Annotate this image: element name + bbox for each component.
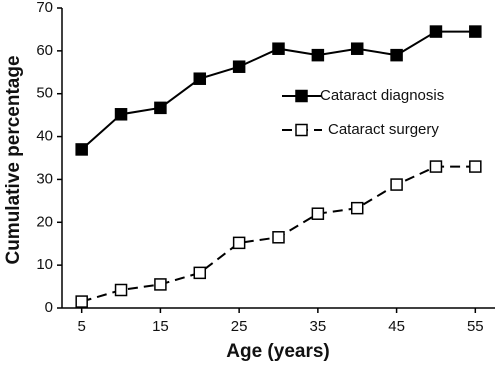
data-point [75, 143, 88, 156]
y-tick-label: 70 [36, 0, 53, 16]
data-point [390, 48, 403, 62]
data-point [272, 231, 285, 244]
x-tick-label: 5 [78, 318, 86, 335]
y-tick-label: 50 [36, 85, 53, 102]
data-point [311, 48, 325, 62]
legend-label: Cataract diagnosis [320, 87, 444, 104]
x-tick-label: 25 [231, 318, 248, 335]
data-point [469, 25, 482, 38]
y-tick-label: 60 [36, 42, 53, 59]
data-point [469, 160, 482, 173]
data-point [114, 283, 128, 297]
data-point [390, 178, 403, 191]
x-tick-label: 45 [388, 318, 405, 335]
legend-marker [295, 89, 308, 103]
y-tick-label: 40 [36, 128, 53, 145]
data-point [311, 207, 325, 220]
data-point [429, 25, 443, 38]
legend-label: Cataract surgery [328, 121, 439, 138]
legend-marker [295, 123, 308, 137]
data-point [350, 42, 364, 55]
data-point [154, 278, 167, 291]
x-tick-label: 35 [310, 318, 327, 335]
x-tick-label: 15 [152, 318, 169, 335]
data-point [114, 108, 128, 121]
data-point [272, 42, 285, 55]
data-point [232, 236, 246, 250]
y-tick-label: 20 [36, 213, 53, 230]
data-point [193, 266, 207, 280]
y-tick-label: 10 [36, 256, 53, 273]
data-point [193, 72, 207, 85]
y-axis-title: Cumulative percentage [3, 55, 24, 264]
y-tick-label: 0 [45, 299, 53, 316]
data-point [232, 60, 246, 73]
x-axis-title: Age (years) [226, 341, 330, 362]
data-point [154, 101, 167, 115]
x-tick-label: 55 [467, 318, 484, 335]
data-point [350, 201, 364, 215]
data-point [75, 295, 88, 308]
y-tick-label: 30 [36, 170, 53, 187]
data-point [429, 160, 443, 173]
